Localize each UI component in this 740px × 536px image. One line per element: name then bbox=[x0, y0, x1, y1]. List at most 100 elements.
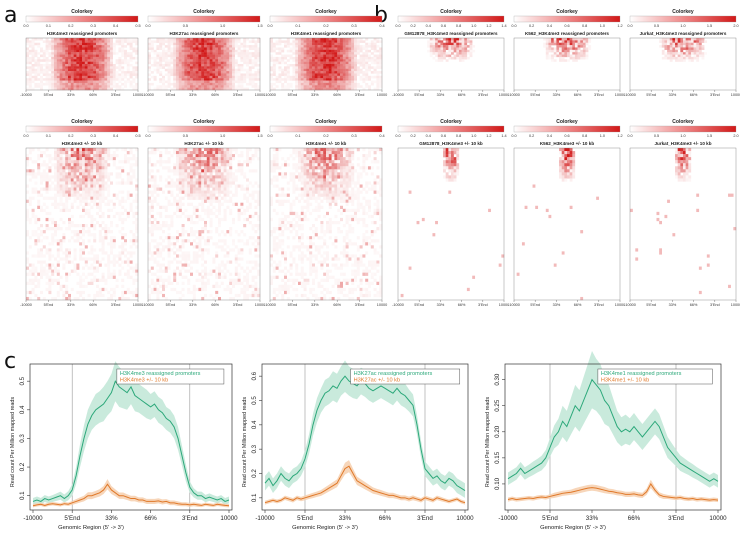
heat-cell bbox=[284, 193, 287, 197]
heat-cell bbox=[331, 54, 335, 58]
heat-cell bbox=[303, 154, 307, 158]
heat-cell bbox=[204, 163, 207, 167]
heat-cell bbox=[79, 193, 83, 197]
heat-cell bbox=[201, 287, 205, 292]
heat-cell bbox=[107, 157, 111, 161]
heat-cell bbox=[317, 172, 321, 176]
heat-cell bbox=[45, 78, 49, 81]
heat-cell bbox=[328, 175, 332, 179]
heat-cell bbox=[173, 199, 177, 203]
heat-cell bbox=[62, 59, 66, 62]
heat-cell bbox=[164, 80, 168, 84]
heat-cell bbox=[162, 239, 165, 243]
heat-cell bbox=[278, 80, 282, 84]
heat-cell bbox=[320, 54, 324, 58]
heat-cell bbox=[326, 68, 329, 72]
heat-cell bbox=[237, 163, 241, 167]
heat-cell bbox=[153, 40, 157, 43]
heat-cell bbox=[148, 257, 151, 261]
heat-cell bbox=[237, 166, 241, 170]
heat-cell bbox=[246, 217, 249, 222]
heat-cell bbox=[314, 38, 318, 41]
heat-cell bbox=[173, 184, 177, 188]
heat-cell bbox=[104, 52, 108, 55]
heat-cell bbox=[135, 217, 139, 222]
heat-cell bbox=[118, 175, 122, 179]
heat-cell bbox=[82, 54, 85, 58]
heat-cell bbox=[232, 59, 235, 62]
heat-cell bbox=[340, 47, 343, 51]
heat-cell bbox=[70, 160, 74, 164]
heat-cell bbox=[234, 293, 238, 298]
heat-cell bbox=[300, 64, 304, 67]
heat-cell bbox=[167, 85, 171, 88]
heat-cell bbox=[312, 49, 315, 53]
heat-cell bbox=[84, 78, 88, 81]
heat-cell bbox=[76, 64, 80, 67]
heat-cell bbox=[148, 251, 151, 255]
heat-cell bbox=[135, 227, 139, 231]
heat-cell bbox=[118, 66, 122, 69]
heat-cell bbox=[198, 214, 202, 219]
heat-cell bbox=[181, 254, 185, 258]
heat-cell bbox=[62, 56, 66, 60]
heat-cell bbox=[229, 233, 233, 237]
heat-cell bbox=[65, 254, 69, 258]
heat-cell bbox=[351, 87, 355, 91]
heat-cell bbox=[170, 47, 174, 51]
heat-cell bbox=[184, 239, 188, 243]
heat-cell bbox=[178, 166, 182, 170]
heat-cell bbox=[192, 172, 196, 176]
heat-cell bbox=[56, 80, 60, 84]
heat-cell bbox=[176, 202, 179, 206]
heat-cell bbox=[173, 61, 177, 65]
heat-cell bbox=[248, 248, 252, 252]
heat-cell bbox=[48, 175, 52, 179]
heat-cell bbox=[243, 56, 247, 60]
heat-cell bbox=[206, 40, 210, 43]
heat-cell bbox=[115, 42, 119, 46]
heat-cell bbox=[76, 87, 80, 91]
heat-cell bbox=[70, 42, 74, 46]
heat-cell bbox=[248, 80, 252, 84]
heat-cell bbox=[107, 71, 111, 74]
heat-cell bbox=[65, 190, 69, 194]
heat-cell bbox=[190, 233, 193, 237]
heat-cell bbox=[284, 87, 287, 91]
heat-cell bbox=[314, 82, 318, 86]
heat-cell bbox=[101, 151, 105, 155]
heat-cell bbox=[220, 187, 224, 191]
heatmap-x-tick: 66% bbox=[89, 93, 97, 97]
heat-cell bbox=[365, 181, 369, 185]
heat-cell bbox=[278, 78, 282, 81]
heat-cell bbox=[251, 85, 255, 88]
heat-cell bbox=[121, 169, 125, 173]
heat-cell bbox=[206, 151, 210, 155]
heat-cell bbox=[373, 190, 377, 194]
heat-cell bbox=[342, 73, 346, 77]
heat-cell bbox=[234, 175, 238, 179]
heat-cell bbox=[206, 154, 210, 158]
heat-cell bbox=[101, 193, 105, 197]
heat-cell bbox=[317, 66, 321, 69]
heat-cell bbox=[314, 190, 318, 194]
heat-cell bbox=[223, 217, 227, 222]
heat-cell bbox=[93, 217, 97, 222]
heat-cell bbox=[351, 190, 355, 194]
heat-cell bbox=[40, 178, 43, 182]
heat-cell bbox=[351, 61, 355, 65]
heat-cell bbox=[246, 49, 249, 53]
heat-cell bbox=[190, 154, 193, 158]
heat-cell bbox=[195, 157, 199, 161]
heat-cell bbox=[87, 233, 91, 237]
heat-cell bbox=[286, 87, 290, 91]
heat-cell bbox=[317, 71, 321, 74]
heat-cell bbox=[246, 178, 249, 182]
heat-cell bbox=[65, 59, 69, 62]
heat-cell bbox=[45, 68, 49, 72]
heat-cell bbox=[110, 275, 113, 279]
heat-cell bbox=[337, 73, 341, 77]
heat-cell bbox=[112, 193, 116, 197]
heat-cell bbox=[65, 208, 69, 213]
heat-cell bbox=[323, 181, 327, 185]
